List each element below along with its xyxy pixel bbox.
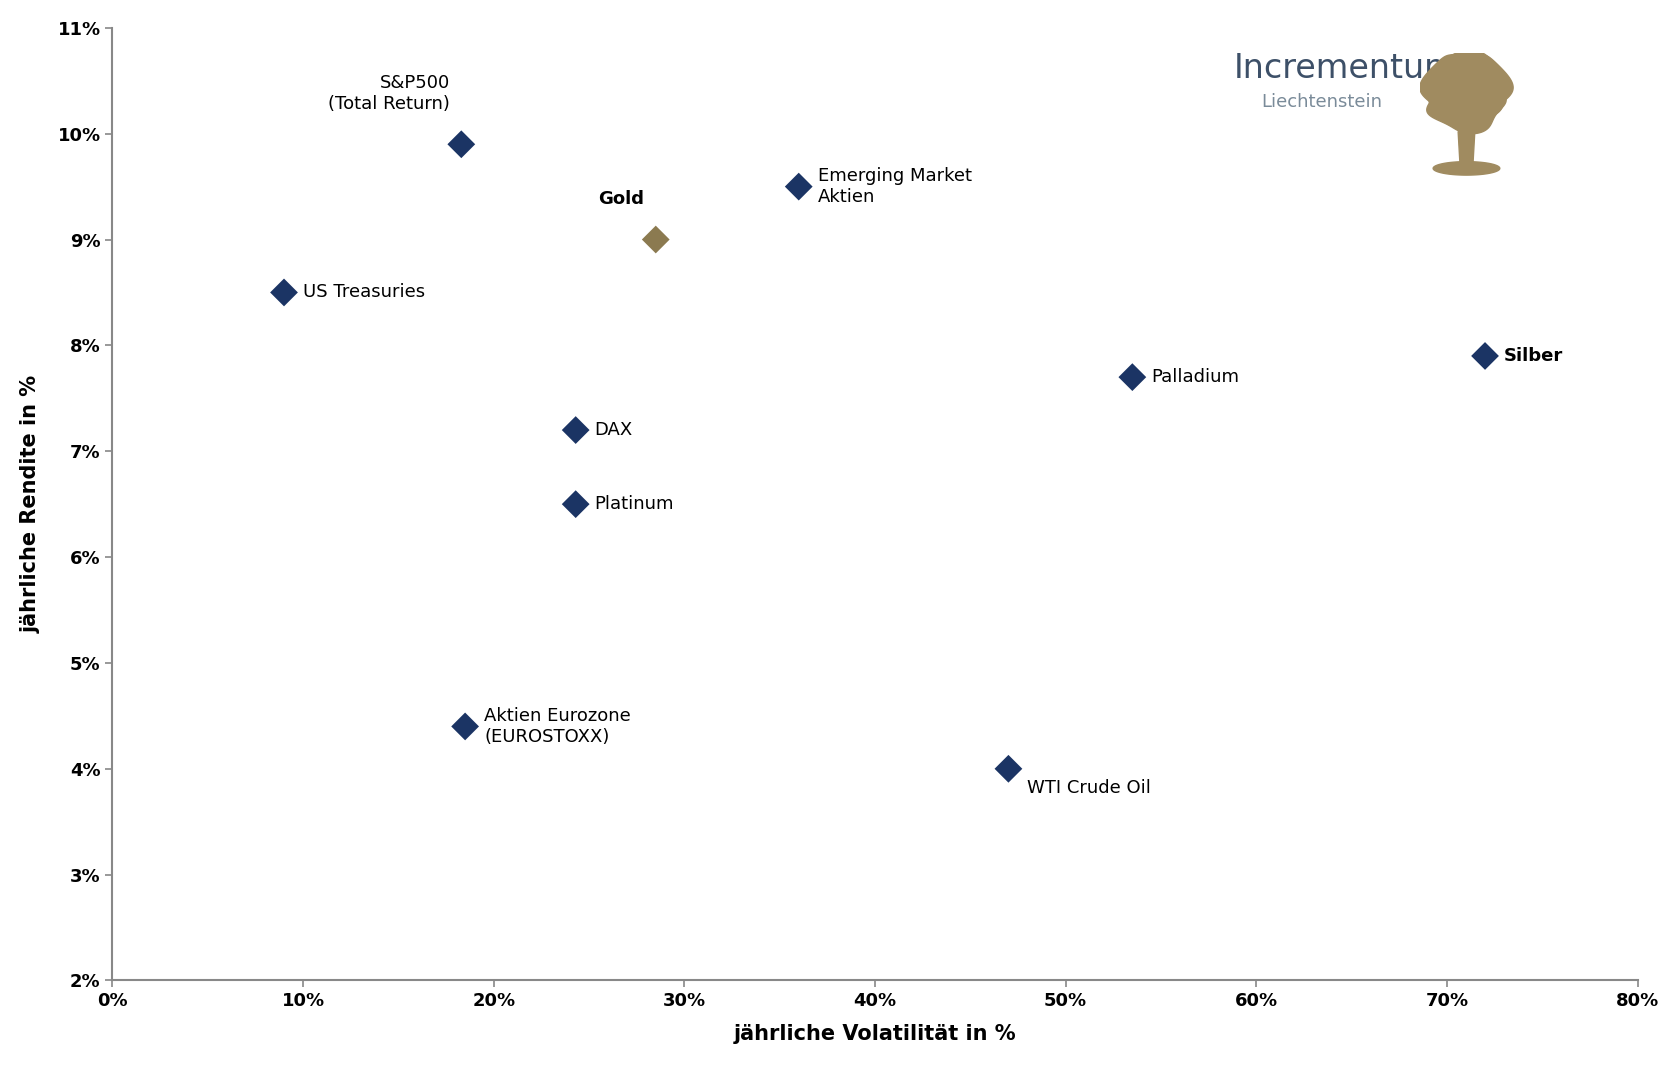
Text: WTI Crude Oil: WTI Crude Oil (1028, 780, 1151, 798)
Point (1119, 368, 1146, 386)
Text: Palladium: Palladium (1151, 368, 1240, 387)
Text: Silber: Silber (1504, 347, 1564, 365)
Point (449, 135, 475, 152)
Text: Platinum: Platinum (595, 495, 674, 513)
Polygon shape (1430, 65, 1477, 120)
Point (270, 284, 297, 301)
Y-axis label: jährliche Rendite in %: jährliche Rendite in % (20, 375, 40, 634)
Point (642, 231, 669, 248)
Point (452, 718, 479, 735)
Text: Emerging Market
Aktien: Emerging Market Aktien (818, 167, 971, 206)
X-axis label: jährliche Volatilität in %: jährliche Volatilität in % (734, 1025, 1016, 1044)
Polygon shape (1458, 132, 1475, 168)
Text: Liechtenstein: Liechtenstein (1262, 93, 1383, 111)
Polygon shape (1457, 63, 1504, 117)
Point (785, 178, 811, 195)
Text: S&P500
(Total Return): S&P500 (Total Return) (328, 73, 450, 113)
Point (563, 422, 590, 439)
Text: DAX: DAX (595, 421, 633, 439)
Polygon shape (1440, 49, 1494, 99)
Point (1472, 347, 1499, 364)
Polygon shape (1426, 79, 1507, 134)
Polygon shape (1433, 162, 1500, 175)
Polygon shape (1420, 54, 1514, 128)
Point (563, 495, 590, 512)
Text: Gold: Gold (598, 190, 645, 208)
Point (995, 760, 1021, 777)
Text: US Treasuries: US Treasuries (302, 283, 425, 301)
Text: Aktien Eurozone
(EUROSTOXX): Aktien Eurozone (EUROSTOXX) (484, 707, 632, 746)
Text: Incrementum: Incrementum (1233, 51, 1457, 84)
